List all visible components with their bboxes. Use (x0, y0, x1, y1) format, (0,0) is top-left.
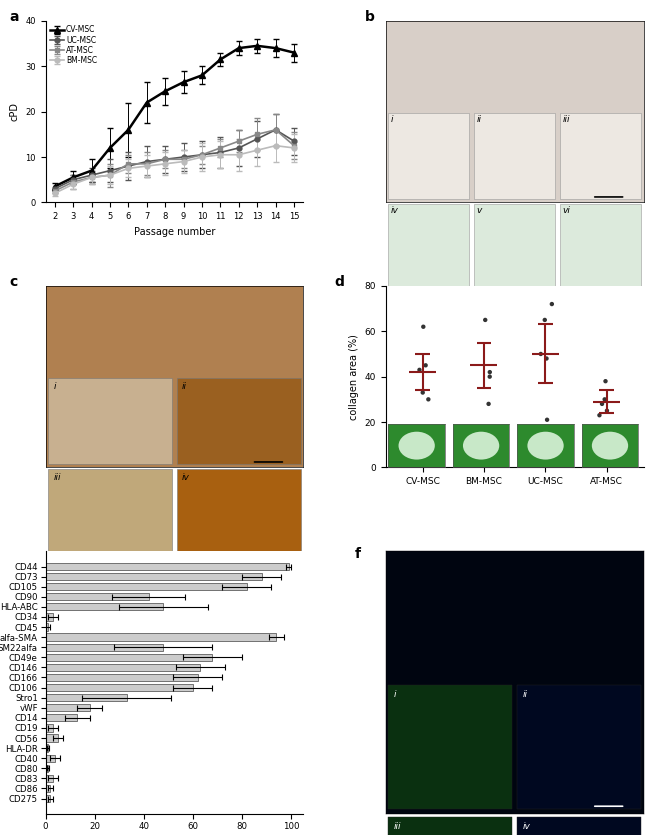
Point (484, 397, 494, 411)
Bar (46, 674, 198, 681)
Point (485, 366, 495, 379)
X-axis label: Passage number: Passage number (134, 226, 215, 236)
Text: a: a (9, 10, 19, 24)
Point (417, 386, 428, 399)
FancyBboxPatch shape (177, 469, 301, 554)
Bar (46, 755, 55, 762)
FancyBboxPatch shape (517, 817, 641, 835)
FancyBboxPatch shape (474, 205, 555, 290)
Point (540, 313, 550, 326)
Text: b: b (365, 10, 375, 24)
Text: v: v (477, 206, 482, 215)
Y-axis label: cPD: cPD (10, 102, 20, 121)
Point (599, 392, 610, 406)
Bar (46, 694, 127, 701)
Point (536, 347, 546, 361)
Bar (46, 734, 58, 741)
Text: i: i (391, 115, 393, 124)
Text: i: i (53, 382, 56, 391)
Text: ii: ii (523, 691, 527, 700)
Text: i: i (393, 691, 396, 700)
Bar (46, 795, 51, 802)
Bar (46, 684, 193, 691)
FancyBboxPatch shape (388, 817, 512, 835)
Bar (46, 664, 200, 671)
Point (414, 363, 424, 377)
Bar (46, 624, 48, 630)
Text: f: f (355, 547, 361, 561)
Point (541, 352, 552, 365)
Point (601, 375, 611, 388)
Bar (46, 583, 247, 590)
Point (484, 370, 495, 383)
Text: d: d (334, 275, 344, 289)
FancyBboxPatch shape (388, 686, 512, 809)
Point (542, 413, 552, 427)
Bar (46, 775, 53, 782)
Bar (46, 644, 163, 650)
Bar (46, 634, 276, 640)
Bar (46, 745, 48, 752)
Bar (46, 654, 213, 661)
Legend: CV-MSC, UC-MSC, AT-MSC, BM-MSC: CV-MSC, UC-MSC, AT-MSC, BM-MSC (49, 25, 98, 66)
Point (418, 320, 428, 333)
Point (594, 408, 604, 422)
Bar (46, 724, 53, 731)
Bar (46, 593, 149, 600)
FancyBboxPatch shape (177, 378, 301, 463)
Point (602, 404, 612, 418)
Text: vi: vi (563, 206, 571, 215)
Text: iv: iv (182, 473, 190, 482)
Text: ii: ii (182, 382, 187, 391)
Text: iii: iii (53, 473, 60, 482)
FancyBboxPatch shape (48, 469, 172, 554)
Point (423, 392, 434, 406)
Text: ii: ii (477, 115, 482, 124)
Bar (46, 765, 48, 772)
Text: iv: iv (523, 822, 530, 831)
Y-axis label: collagen area (%): collagen area (%) (349, 334, 359, 420)
Point (421, 359, 431, 372)
Bar (46, 573, 261, 580)
Text: iii: iii (393, 822, 401, 831)
Point (597, 397, 607, 411)
Bar (46, 714, 77, 721)
FancyBboxPatch shape (517, 686, 641, 809)
Bar (46, 563, 289, 570)
Text: c: c (9, 275, 18, 289)
FancyBboxPatch shape (560, 205, 641, 290)
FancyBboxPatch shape (560, 114, 641, 199)
Bar (46, 785, 51, 792)
FancyBboxPatch shape (388, 114, 469, 199)
FancyBboxPatch shape (474, 114, 555, 199)
Bar (46, 603, 163, 610)
Bar (46, 614, 53, 620)
Point (480, 313, 491, 326)
Text: iii: iii (563, 115, 570, 124)
Point (547, 297, 557, 311)
Bar (46, 704, 90, 711)
Text: iv: iv (391, 206, 398, 215)
FancyBboxPatch shape (48, 378, 172, 463)
FancyBboxPatch shape (388, 205, 469, 290)
